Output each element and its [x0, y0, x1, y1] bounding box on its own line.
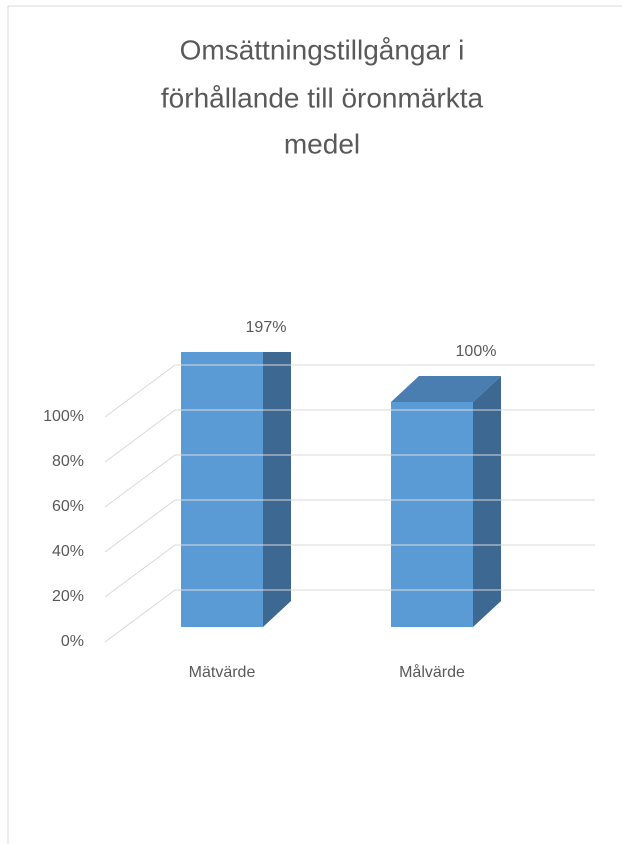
chart-title: Omsättningstillgångar i — [180, 34, 465, 65]
y-tick-label: 40% — [52, 543, 84, 560]
chart-title: förhållande till öronmärkta — [161, 82, 484, 113]
y-tick-label: 20% — [52, 588, 84, 605]
grid-line — [104, 544, 176, 598]
bar — [181, 158, 291, 627]
bar-side — [263, 352, 291, 627]
bar-side — [473, 376, 501, 627]
value-label: 197% — [246, 319, 287, 336]
grid-line — [104, 499, 176, 553]
bar — [391, 376, 501, 627]
y-tick-label: 0% — [61, 633, 84, 650]
x-tick-label: Målvärde — [399, 663, 465, 681]
grid-line — [104, 454, 176, 508]
plot — [181, 158, 501, 627]
bar-front — [181, 352, 263, 627]
grid-line — [104, 589, 176, 643]
chart-title: medel — [284, 128, 360, 159]
grid-line — [104, 364, 176, 418]
bar-top — [181, 158, 291, 184]
grid-line — [104, 409, 176, 463]
bar-front — [391, 402, 473, 627]
x-tick-label: Mätvärde — [189, 664, 256, 681]
y-tick-label: 80% — [52, 453, 84, 470]
y-tick-label: 100% — [43, 408, 84, 425]
bar-top — [391, 376, 501, 402]
value-label: 100% — [456, 343, 497, 360]
y-tick-label: 60% — [52, 498, 84, 515]
